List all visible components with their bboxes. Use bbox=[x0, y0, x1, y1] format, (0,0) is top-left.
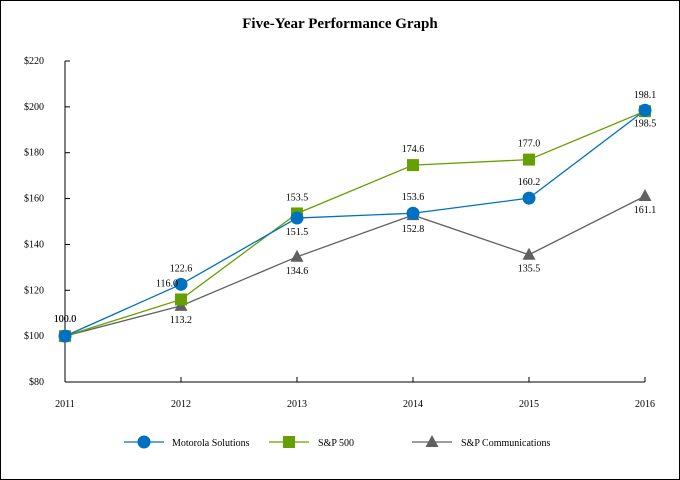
data-label-sandp-communications: 161.1 bbox=[634, 205, 657, 216]
legend-label-motorola-solutions: Motorola Solutions bbox=[172, 438, 250, 449]
data-point-sandp-500 bbox=[175, 293, 187, 306]
data-label-motorola-solutions: 151.5 bbox=[286, 227, 309, 238]
legend: Motorola Solutions S&P 500 S&P Communicati… bbox=[124, 435, 550, 449]
y-tick-label: $120 bbox=[24, 285, 44, 296]
y-tick-label: $100 bbox=[24, 331, 44, 342]
data-label-sandp-communications: 152.8 bbox=[402, 224, 425, 235]
y-tick-label: $200 bbox=[24, 102, 44, 113]
data-label-sandp-500: 153.5 bbox=[286, 192, 309, 203]
data-point-motorola-solutions bbox=[638, 103, 652, 117]
data-label-motorola-solutions: 153.6 bbox=[402, 192, 425, 203]
data-label-motorola-solutions: 100.0 bbox=[54, 314, 77, 325]
data-label-sandp-500: 116.0 bbox=[156, 278, 178, 289]
data-label-motorola-solutions: 122.6 bbox=[170, 263, 193, 274]
data-point-motorola-solutions bbox=[406, 206, 420, 220]
data-point-motorola-solutions bbox=[58, 329, 72, 343]
data-label-sandp-communications: 135.5 bbox=[518, 264, 541, 275]
data-labels: 100.0122.6151.5153.6160.2198.5100.0116.0… bbox=[54, 90, 657, 326]
data-label-sandp-500: 100.0 bbox=[54, 314, 77, 325]
x-tick-label: 2016 bbox=[635, 399, 655, 410]
chart-title: Five-Year Performance Graph bbox=[242, 16, 438, 32]
data-point-motorola-solutions bbox=[290, 211, 304, 225]
data-label-sandp-communications: 113.2 bbox=[170, 315, 192, 326]
data-point-sandp-communications bbox=[638, 189, 652, 202]
axes: $80 $100 $120 $140 $160 $180 $200 $220 2011 2012 2… bbox=[24, 56, 655, 410]
x-tick-label: 2013 bbox=[287, 399, 307, 410]
data-point-sandp-500 bbox=[407, 159, 419, 172]
x-tick-label: 2014 bbox=[403, 399, 423, 410]
data-label-sandp-500: 198.1 bbox=[634, 90, 657, 101]
legend-marker-sandp-500 bbox=[283, 436, 295, 448]
data-point-sandp-communications bbox=[522, 247, 536, 260]
x-tick-label: 2015 bbox=[519, 399, 539, 410]
y-tick-label: $220 bbox=[24, 56, 44, 67]
y-tick-label: $80 bbox=[29, 377, 44, 388]
series-line-motorola-solutions bbox=[64, 109, 646, 337]
x-tick-label: 2011 bbox=[55, 399, 75, 410]
y-tick-label: $140 bbox=[24, 239, 44, 250]
series-lines bbox=[64, 109, 646, 337]
legend-marker-sandp-communications bbox=[425, 435, 439, 447]
x-tick-label: 2012 bbox=[171, 399, 191, 410]
data-point-motorola-solutions bbox=[174, 277, 188, 291]
legend-marker-motorola-solutions bbox=[137, 435, 151, 449]
data-label-motorola-solutions: 160.2 bbox=[518, 177, 541, 188]
series-markers bbox=[58, 103, 652, 343]
data-label-sandp-communications: 134.6 bbox=[286, 266, 309, 277]
legend-label-sandp-communications: S&P Communications bbox=[461, 438, 550, 449]
series-line-sandp-500 bbox=[64, 110, 646, 337]
series-line-sandp-communications bbox=[64, 195, 646, 337]
y-tick-label: $160 bbox=[24, 194, 44, 205]
data-label-motorola-solutions: 198.5 bbox=[634, 118, 657, 129]
data-label-sandp-500: 177.0 bbox=[518, 139, 541, 150]
y-tick-label: $180 bbox=[24, 148, 44, 159]
data-label-sandp-500: 174.6 bbox=[402, 144, 425, 155]
data-point-motorola-solutions bbox=[522, 191, 536, 205]
data-point-sandp-communications bbox=[290, 249, 304, 262]
data-point-sandp-500 bbox=[523, 153, 535, 166]
legend-label-sandp-500: S&P 500 bbox=[318, 438, 354, 449]
